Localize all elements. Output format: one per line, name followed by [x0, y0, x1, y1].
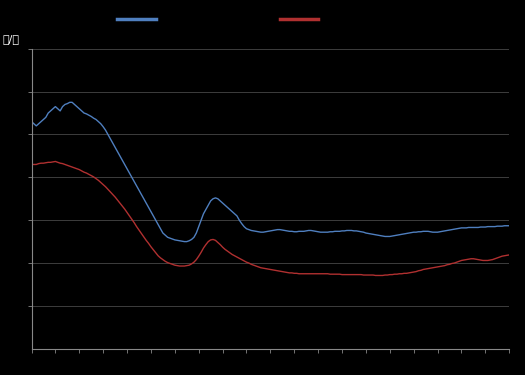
Text: 元/吨: 元/吨 [3, 34, 20, 44]
